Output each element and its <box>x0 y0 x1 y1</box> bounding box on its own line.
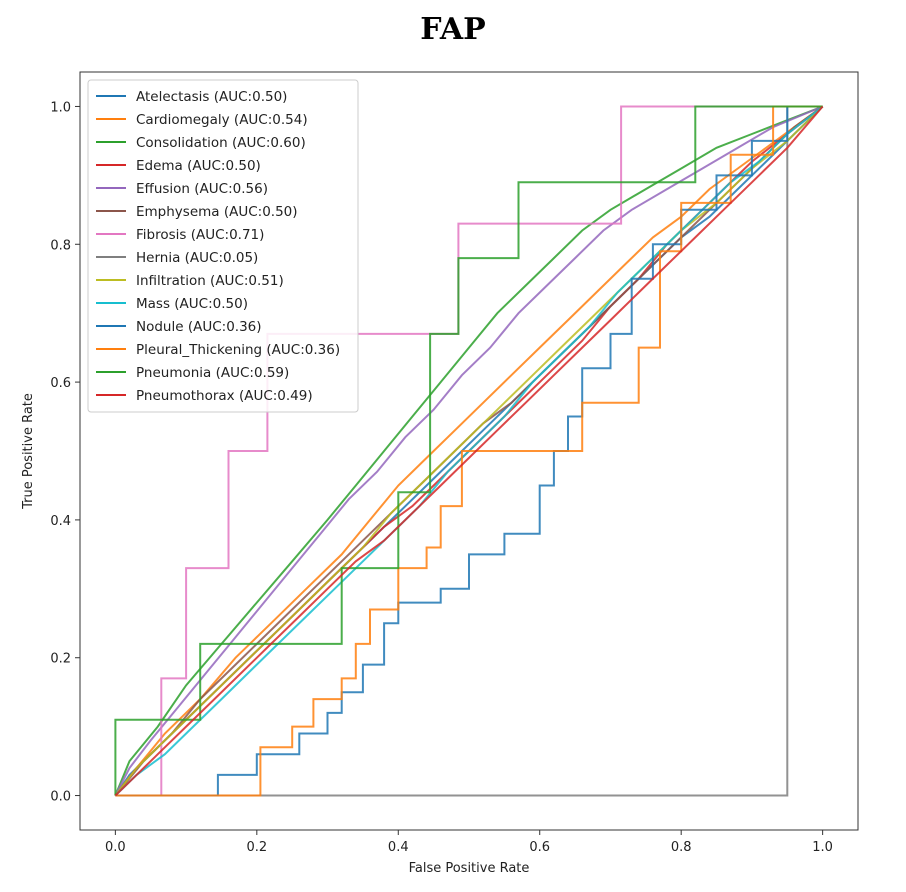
y-tick-label: 0.0 <box>50 790 71 805</box>
legend: Atelectasis (AUC:0.50) Cardiomegaly (AUC:… <box>87 79 359 413</box>
legend-entry: Pneumothorax (AUC:0.49) <box>136 388 313 404</box>
legend-entry: Pneumonia (AUC:0.59) <box>136 365 289 381</box>
legend-entry: Edema (AUC:0.50) <box>136 158 261 174</box>
series-line-11 <box>115 105 823 797</box>
y-tick-label: 0.6 <box>50 376 71 391</box>
legend-entry: Atelectasis (AUC:0.50) <box>136 89 287 105</box>
y-tick-label: 1.0 <box>50 100 71 115</box>
y-tick-label: 0.2 <box>50 652 71 667</box>
x-tick-label: 1.0 <box>812 840 833 855</box>
legend-entry: Fibrosis (AUC:0.71) <box>136 227 264 243</box>
x-axis-ticks: 0.0 0.2 0.4 0.6 0.8 1.0 <box>105 830 833 855</box>
x-tick-label: 0.4 <box>388 840 409 855</box>
y-tick-label: 0.4 <box>50 514 71 529</box>
x-tick-label: 0.6 <box>529 840 550 855</box>
legend-entry: Infiltration (AUC:0.51) <box>136 273 284 289</box>
legend-entry: Effusion (AUC:0.56) <box>136 181 268 197</box>
x-tick-label: 0.0 <box>105 840 126 855</box>
series-line-4 <box>114 105 823 796</box>
legend-entry: Emphysema (AUC:0.50) <box>136 204 298 220</box>
series-line-12 <box>114 105 823 796</box>
x-axis-label: False Positive Rate <box>409 861 530 876</box>
legend-entry: Mass (AUC:0.50) <box>136 296 248 312</box>
legend-entry: Pleural_Thickening (AUC:0.36) <box>136 342 340 358</box>
legend-entry: Consolidation (AUC:0.60) <box>136 135 306 151</box>
legend-box <box>87 79 359 413</box>
chart-title: FAP <box>420 12 486 47</box>
legend-entry: Hernia (AUC:0.05) <box>136 250 258 266</box>
x-tick-label: 0.2 <box>246 840 267 855</box>
series-line-1 <box>114 105 824 797</box>
y-axis-ticks: 0.0 0.2 0.4 0.6 0.8 1.0 <box>50 100 80 805</box>
series-line-13 <box>114 105 824 797</box>
series-lines <box>114 105 824 797</box>
x-tick-label: 0.8 <box>671 840 692 855</box>
plot-frame <box>79 71 859 831</box>
legend-entry: Cardiomegaly (AUC:0.54) <box>136 112 308 128</box>
legend-entry: Nodule (AUC:0.36) <box>136 319 262 335</box>
series-line-6 <box>115 105 823 797</box>
series-line-2 <box>114 105 823 796</box>
y-tick-label: 0.8 <box>50 238 71 253</box>
y-axis-label: True Positive Rate <box>21 393 36 510</box>
